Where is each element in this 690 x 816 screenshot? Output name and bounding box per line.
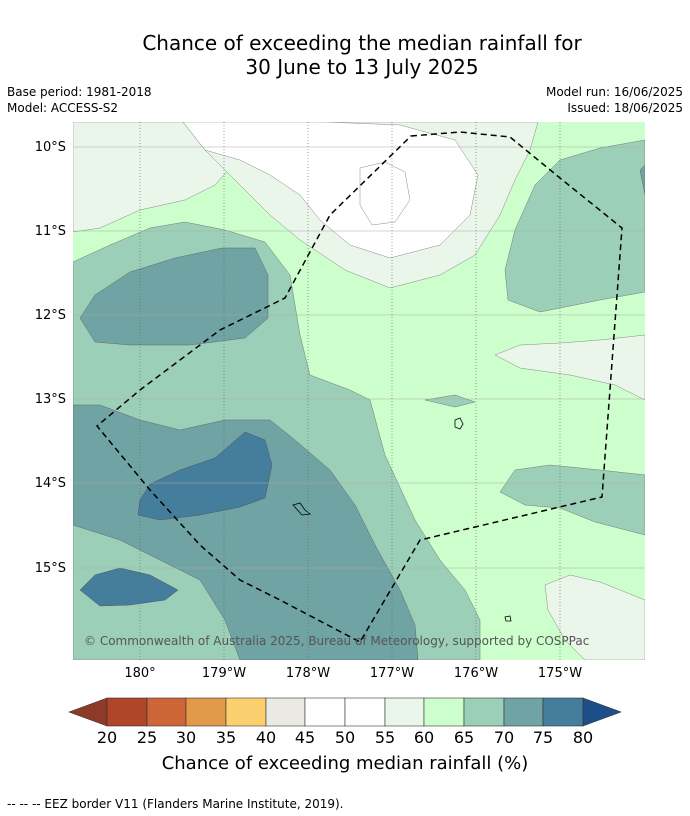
model-run: Model run: 16/06/2025: [545, 85, 683, 99]
island-outline: [504, 615, 512, 622]
colorbar-tick: 50: [334, 728, 356, 747]
colorbar-swatch: [304, 697, 346, 727]
lon-label: 179°W: [202, 666, 246, 681]
eez-footnote: -- -- -- EEZ border V11 (Flanders Marine…: [7, 797, 344, 811]
eez-border: [95, 131, 623, 643]
zone-70-75-northeast-edge: [639, 164, 645, 196]
issued-date: Issued: 18/06/2025: [567, 101, 683, 115]
title-line-1: Chance of exceeding the median rainfall …: [142, 31, 582, 55]
colorbar-tick: 20: [96, 728, 118, 747]
island-outline: [292, 502, 311, 516]
colorbar-swatch: [225, 697, 267, 727]
colorbar-swatch: [265, 697, 306, 727]
colorbar-tick-labels: 20 25 30 35 40 45 50 55 60 65 70 75 80: [0, 728, 690, 748]
zone-55-60-east: [494, 334, 645, 401]
colorbar: [68, 697, 622, 727]
lat-label: 10°S: [35, 140, 66, 155]
colorbar-tick: 65: [453, 728, 475, 747]
zone-65-70-east-lower: [499, 464, 645, 536]
map-plot-area: © Commonwealth of Australia 2025, Bureau…: [73, 122, 645, 660]
zone-75-80-southwest: [79, 567, 179, 607]
colorbar-tick: 70: [493, 728, 515, 747]
colorbar-swatch: [384, 697, 425, 727]
attribution-text: © Commonwealth of Australia 2025, Bureau…: [84, 634, 589, 648]
longitude-labels: 180° 179°W 178°W 177°W 176°W 175°W: [124, 666, 582, 681]
colorbar-label: Chance of exceeding median rainfall (%): [161, 753, 529, 774]
island-outline: [454, 417, 464, 430]
meta-right: Model run: 16/06/2025 Issued: 18/06/2025: [546, 84, 683, 116]
lon-label: 178°W: [286, 666, 330, 681]
zone-45-55-north: [182, 122, 479, 259]
latitude-labels: 10°S 11°S 12°S 13°S 14°S 15°S: [35, 140, 66, 576]
map-title: Chance of exceeding the median rainfall …: [0, 31, 690, 79]
colorbar-swatch: [106, 697, 148, 727]
colorbar-swatch: [146, 697, 187, 727]
lat-label: 14°S: [35, 476, 66, 491]
colorbar-tick: 40: [255, 728, 277, 747]
zone-70-75-northwest: [79, 247, 269, 346]
colorbar-tick: 25: [136, 728, 158, 747]
colorbar-arrow-high: [582, 697, 622, 727]
colorbar-swatch: [503, 697, 544, 727]
colorbar-tick: 45: [294, 728, 316, 747]
colorbar-swatch: [344, 697, 386, 727]
base-period: Base period: 1981-2018: [7, 85, 152, 99]
colorbar-swatch: [542, 697, 584, 727]
lat-label: 13°S: [35, 392, 66, 407]
colorbar-swatch: [463, 697, 505, 727]
zone-65-70-east-upper: [504, 139, 645, 313]
colorbar-arrow-low: [68, 697, 108, 727]
lon-label: 176°W: [454, 666, 498, 681]
zone-70-75-west: [73, 404, 419, 660]
zone-75-80-centre: [137, 431, 273, 521]
colorbar-swatch: [423, 697, 465, 727]
lat-label: 12°S: [35, 308, 66, 323]
latitude-gridlines: [73, 146, 645, 569]
colorbar-swatch: [185, 697, 227, 727]
colorbar-tick: 55: [374, 728, 396, 747]
colorbar-tick: 75: [532, 728, 554, 747]
zone-45-small-blob: [359, 161, 411, 226]
colorbar-tick: 80: [572, 728, 594, 747]
colorbar-tick: 60: [413, 728, 435, 747]
lat-label: 11°S: [35, 224, 66, 239]
model-name: Model: ACCESS-S2: [7, 101, 119, 115]
lon-label: 177°W: [370, 666, 414, 681]
lon-label: 180°: [124, 666, 155, 681]
zone-55-60-southeast: [544, 574, 645, 660]
lon-label: 175°W: [538, 666, 582, 681]
meta-left: Base period: 1981-2018 Model: ACCESS-S2: [7, 84, 152, 116]
title-line-2: 30 June to 13 July 2025: [245, 55, 479, 79]
colorbar-tick: 30: [175, 728, 197, 747]
lat-label: 15°S: [35, 561, 66, 576]
zone-65-70-lens: [424, 394, 476, 408]
colorbar-tick: 35: [215, 728, 237, 747]
